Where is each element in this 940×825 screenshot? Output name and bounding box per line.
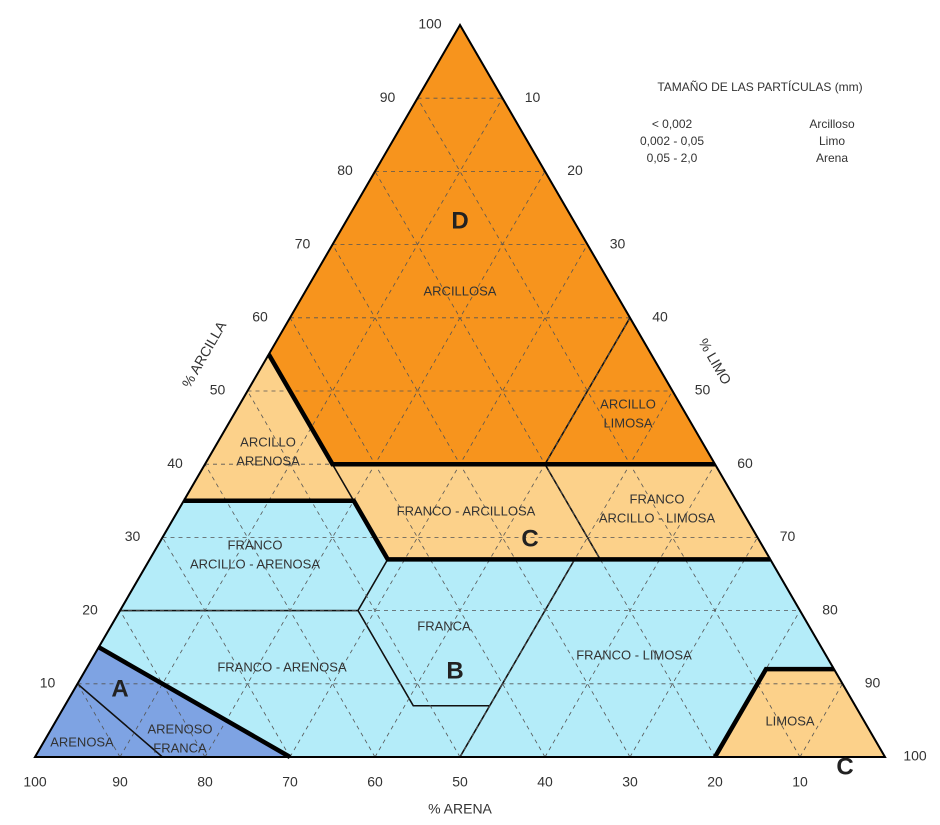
region-label: ARCILLO - ARENOSA [190, 556, 320, 571]
triangle-outline [33, 23, 887, 758]
clay-tick-label: 90 [380, 89, 396, 105]
grid-line [119, 97, 503, 758]
region-label: ARENOSA [236, 453, 300, 468]
region-label: FRANCO - ARCILLOSA [397, 503, 536, 518]
group-border [97, 645, 292, 759]
silt-tick-label: 70 [780, 528, 796, 544]
group-letter: C [521, 525, 538, 552]
region-label: ARENOSO [147, 721, 212, 736]
grid-line [417, 97, 801, 758]
region-label: ARCILLO [240, 434, 296, 449]
clay-tick-label: 70 [295, 235, 311, 251]
silt-tick-label: 50 [695, 382, 711, 398]
clay-tick-label: 80 [337, 162, 353, 178]
region-label: LIMOSA [603, 415, 652, 430]
group-letter: B [446, 657, 463, 684]
legend-range: < 0,002 [652, 117, 693, 131]
group-letter: D [451, 207, 468, 234]
sand-tick-label: 20 [707, 774, 723, 790]
silt-tick-label: 60 [737, 455, 753, 471]
grid-line [289, 244, 588, 758]
region-label: FRANCO - LIMOSA [576, 647, 692, 662]
grid-line [459, 390, 673, 758]
region-label: ARENOSA [50, 734, 114, 749]
grid-line [799, 683, 843, 758]
sand-tick-label: 10 [792, 774, 808, 790]
group-border [183, 498, 771, 562]
grid-line [204, 463, 376, 758]
silt-tick-label: 90 [865, 675, 881, 691]
silt-tick-label: 30 [610, 235, 626, 251]
region-label: ARCILLOSA [424, 283, 497, 298]
region-label: FRANCO [228, 537, 283, 552]
silt-tick-label: 20 [567, 162, 583, 178]
clay-tick-label: 20 [82, 601, 98, 617]
grid-line [332, 244, 631, 758]
sand-tick-label: 100 [23, 774, 47, 790]
clay-tick-label: 30 [125, 528, 141, 544]
region-label: FRANCO - ARENOSA [217, 659, 347, 674]
legend-name: Arcilloso [809, 117, 855, 131]
sand-tick-label: 90 [112, 774, 128, 790]
legend-range: 0,05 - 2,0 [647, 151, 698, 165]
sand-axis-label: % ARENA [428, 801, 492, 817]
sand-tick-label: 50 [452, 774, 468, 790]
clay-tick-label: 100 [418, 16, 442, 32]
grid-line [629, 537, 758, 758]
silt-tick-label: 10 [525, 89, 541, 105]
grid-line [247, 390, 461, 758]
sand-tick-label: 60 [367, 774, 383, 790]
clay-tick-label: 10 [40, 675, 56, 691]
group-letter: C [836, 753, 853, 780]
grid-line [544, 463, 716, 758]
legend-name: Limo [819, 134, 845, 148]
clay-tick-label: 40 [167, 455, 183, 471]
sand-tick-label: 70 [282, 774, 298, 790]
silt-tick-label: 40 [652, 309, 668, 325]
grid-line [77, 683, 121, 758]
clay-tick-label: 50 [210, 382, 226, 398]
group-border [713, 666, 834, 759]
region-label: LIMOSA [765, 713, 814, 728]
clay-axis-label: % ARCILLA [178, 318, 229, 391]
legend-title: TAMAÑO DE LAS PARTÍCULAS (mm) [657, 79, 862, 94]
clay-tick-label: 60 [252, 309, 268, 325]
legend-name: Arena [816, 151, 848, 165]
grid-line [162, 537, 291, 758]
region-label: FRANCA [417, 618, 471, 633]
group-border [266, 353, 715, 467]
group-letter: A [111, 675, 128, 702]
sand-tick-label: 80 [197, 774, 213, 790]
silt-tick-label: 100 [903, 748, 927, 764]
sand-tick-label: 40 [537, 774, 553, 790]
silt-tick-label: 80 [822, 601, 838, 617]
sand-tick-label: 30 [622, 774, 638, 790]
legend-range: 0,002 - 0,05 [640, 134, 704, 148]
region-label: ARCILLO - LIMOSA [599, 510, 716, 525]
silt-axis-label: % LIMO [696, 335, 735, 387]
region-label: FRANCA [153, 740, 207, 755]
region-label: ARCILLO [600, 396, 656, 411]
region-label: FRANCO [630, 491, 685, 506]
